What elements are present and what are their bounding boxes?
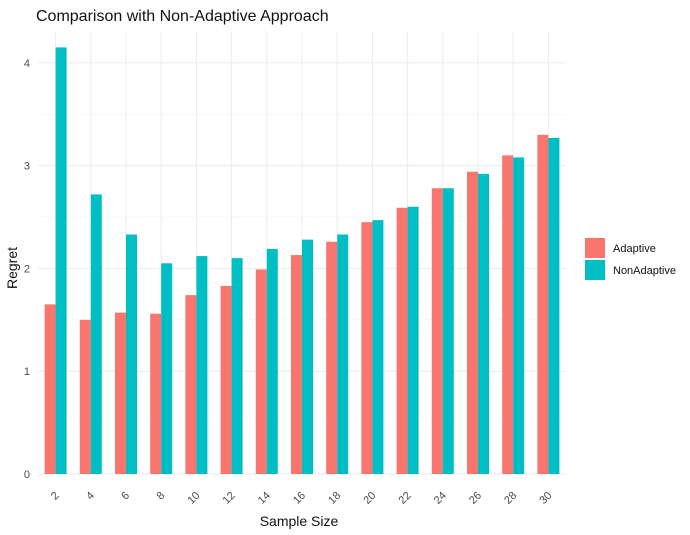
x-axis-title: Sample Size bbox=[260, 513, 339, 529]
bar-adaptive bbox=[502, 155, 514, 475]
x-tick-label: 18 bbox=[326, 490, 343, 507]
bar-adaptive bbox=[185, 295, 197, 474]
legend-label-nonadaptive: NonAdaptive bbox=[613, 265, 676, 277]
legend-label-adaptive: Adaptive bbox=[613, 243, 656, 255]
bar-adaptive bbox=[220, 285, 232, 474]
x-tick-label: 22 bbox=[397, 490, 414, 507]
x-tick-label: 24 bbox=[432, 490, 449, 507]
x-tick-label: 26 bbox=[467, 490, 484, 507]
bar-nonadaptive bbox=[442, 188, 454, 474]
legend-key-nonadaptive bbox=[585, 260, 605, 280]
bar-adaptive bbox=[537, 134, 549, 474]
bar-nonadaptive bbox=[231, 258, 243, 474]
bar-adaptive bbox=[361, 222, 373, 474]
y-tick-label: 0 bbox=[24, 469, 30, 481]
bar-adaptive bbox=[79, 319, 91, 474]
bar-adaptive bbox=[326, 241, 338, 474]
legend-key-adaptive bbox=[585, 238, 605, 258]
bar-nonadaptive bbox=[90, 194, 102, 474]
x-tick-label: 10 bbox=[185, 490, 202, 507]
bar-nonadaptive bbox=[196, 256, 208, 474]
bar-nonadaptive bbox=[407, 206, 419, 474]
bar-adaptive bbox=[396, 207, 408, 474]
x-tick-label: 2 bbox=[49, 490, 62, 503]
bar-nonadaptive bbox=[372, 220, 384, 474]
bar-nonadaptive bbox=[513, 157, 525, 474]
x-tick-label: 8 bbox=[155, 490, 168, 503]
chart-title: Comparison with Non-Adaptive Approach bbox=[36, 8, 329, 25]
bars bbox=[44, 47, 560, 475]
x-tick-label: 16 bbox=[291, 490, 308, 507]
bar-nonadaptive bbox=[478, 173, 489, 474]
bar-nonadaptive bbox=[126, 234, 137, 474]
y-tick-label: 1 bbox=[24, 366, 30, 378]
x-tick-label: 4 bbox=[84, 490, 97, 503]
bar-adaptive bbox=[431, 188, 443, 474]
y-axis-ticks: 0 1 2 3 4 bbox=[24, 58, 30, 481]
legend: Adaptive NonAdaptive bbox=[585, 238, 676, 280]
x-tick-label: 30 bbox=[537, 490, 554, 507]
bar-adaptive bbox=[255, 269, 267, 474]
bar-adaptive bbox=[44, 304, 56, 474]
x-axis-ticks: 2 4 6 8 10 12 14 16 18 20 22 24 26 28 30 bbox=[49, 490, 555, 507]
y-axis-title: Regret bbox=[4, 247, 20, 289]
bar-adaptive bbox=[115, 312, 126, 474]
y-tick-label: 3 bbox=[24, 161, 30, 173]
x-tick-label: 12 bbox=[221, 490, 238, 507]
bar-nonadaptive bbox=[302, 239, 313, 474]
x-tick-label: 14 bbox=[256, 490, 273, 507]
x-tick-label: 20 bbox=[361, 490, 378, 507]
bar-nonadaptive bbox=[548, 137, 560, 474]
bar-nonadaptive bbox=[161, 263, 173, 474]
bar-adaptive bbox=[150, 313, 162, 474]
bar-nonadaptive bbox=[55, 47, 67, 474]
y-tick-label: 2 bbox=[24, 263, 30, 275]
y-tick-label: 4 bbox=[24, 58, 30, 70]
bar-nonadaptive bbox=[337, 234, 349, 474]
x-tick-label: 6 bbox=[119, 490, 132, 503]
bar-nonadaptive bbox=[266, 248, 278, 474]
x-tick-label: 28 bbox=[502, 490, 519, 507]
bar-adaptive bbox=[467, 171, 478, 474]
bar-adaptive bbox=[291, 255, 302, 474]
